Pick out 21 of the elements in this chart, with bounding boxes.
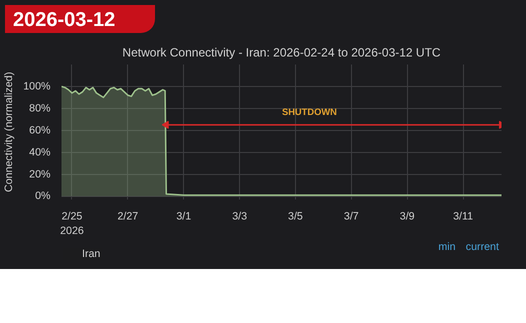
text: min [438,241,456,253]
x-tick-label: 3/1 [176,210,192,222]
text: 2026-03-12 [13,8,116,33]
text: current [466,241,499,253]
x-tick-label: 3/3 [232,210,248,222]
chart-title: Network Connectivity - Iran: 2026-02-24 to 2026-03-12 UTC [122,46,441,60]
x-tick-label: 2/27 [117,210,138,222]
text: Iran [82,248,102,260]
y-tick-label: 60% [29,124,52,136]
y-tick-label: 20% [29,168,52,180]
x-tick-label: 2/25 2026 [60,210,84,237]
x-tick-label: 3/7 [344,210,359,222]
x-tick-label: 3/5 [288,210,303,222]
x-tick-label: 3/11 [453,210,474,222]
y-tick-label: 40% [29,146,52,158]
y-tick-label: 0% [35,190,52,202]
annotation: SHUTDOWN [282,106,338,117]
y-tick-label: 80% [29,102,52,114]
y-tick-label: 100% [23,80,52,92]
y-axis-title: Connectivity (normalized) [3,72,16,192]
x-tick-label: 3/9 [400,210,415,222]
